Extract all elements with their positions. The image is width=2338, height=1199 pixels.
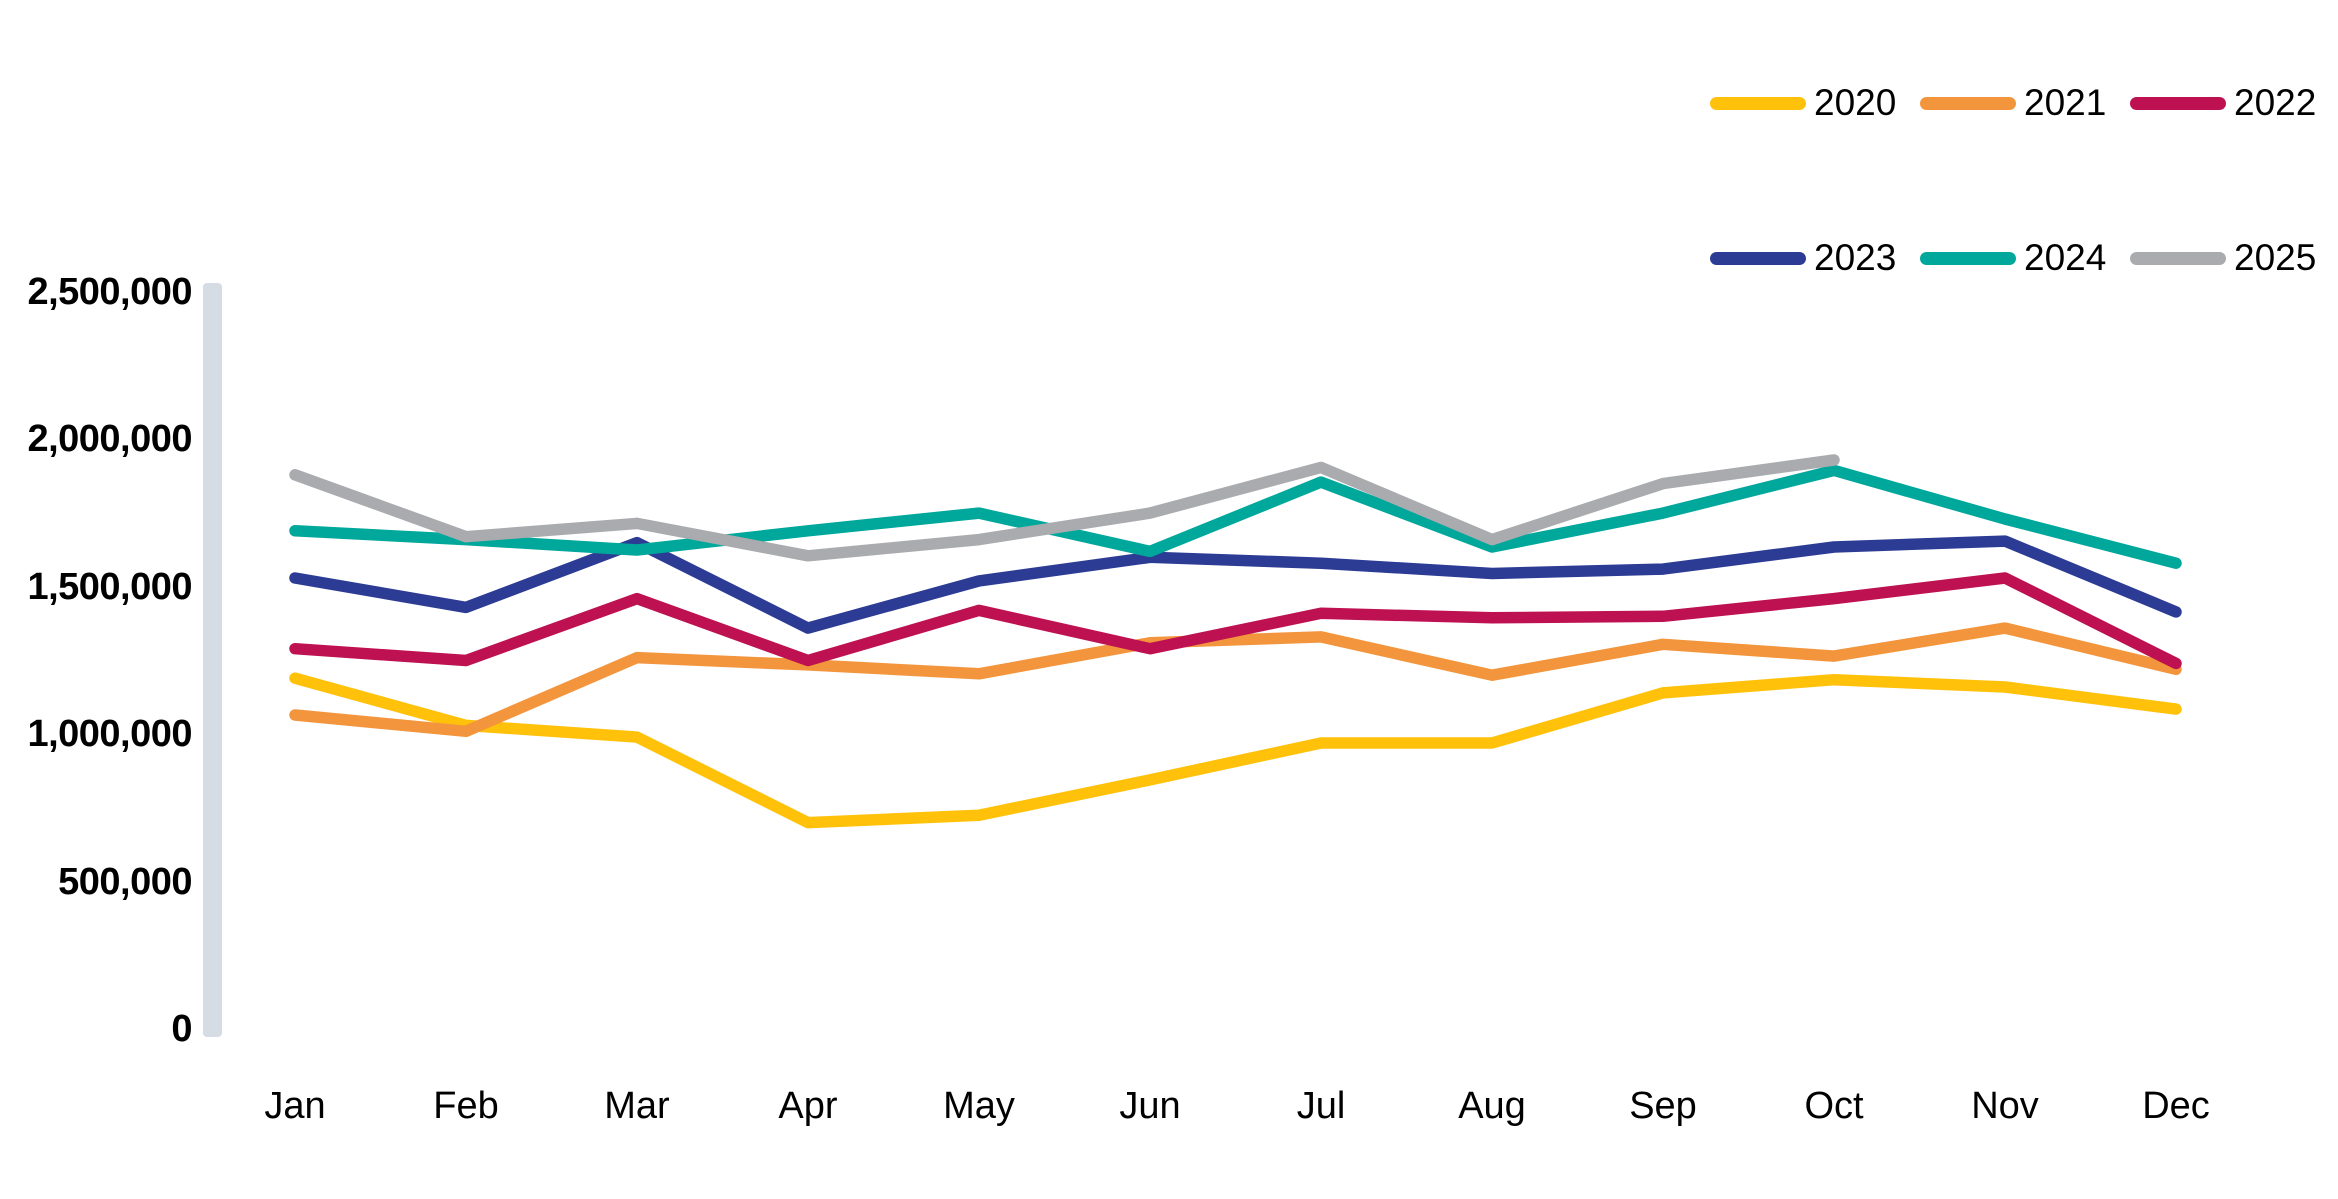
y-axis-label-2500000: 2,500,000 bbox=[27, 271, 192, 313]
legend-item-2020[interactable]: 2020 bbox=[1710, 81, 1920, 125]
y-axis-label-500000: 500,000 bbox=[58, 860, 192, 903]
y-axis-label-1000000: 1,000,000 bbox=[27, 713, 192, 756]
x-axis-label-oct: Oct bbox=[1804, 1085, 1864, 1127]
legend-row-1: 2020 2021 2022 bbox=[1710, 81, 2338, 125]
y-axis-band bbox=[203, 283, 222, 1037]
x-axis-label-aug: Aug bbox=[1458, 1085, 1526, 1127]
x-axis-label-mar: Mar bbox=[604, 1085, 670, 1127]
legend-label-2022: 2022 bbox=[2234, 82, 2317, 123]
legend-swatch-2025 bbox=[2130, 251, 2226, 265]
legend-label-2025: 2025 bbox=[2234, 237, 2317, 278]
y-axis-label-2000000: 2,000,000 bbox=[27, 418, 192, 461]
series-line-2022 bbox=[289, 572, 2182, 670]
legend-swatch-2024 bbox=[1920, 251, 2016, 265]
series-line-2024 bbox=[289, 464, 2182, 569]
legend-swatch-2020 bbox=[1710, 96, 1806, 110]
x-axis-label-jul: Jul bbox=[1296, 1085, 1346, 1127]
x-axis-label-sep: Sep bbox=[1629, 1085, 1697, 1127]
legend-item-2021[interactable]: 2021 bbox=[1920, 81, 2130, 125]
series-line-2025 bbox=[289, 454, 1840, 562]
legend-label-2020: 2020 bbox=[1814, 82, 1897, 123]
legend-swatch-2023 bbox=[1710, 251, 1806, 265]
legend-item-2024[interactable]: 2024 bbox=[1920, 236, 2130, 280]
x-axis-label-jan: Jan bbox=[264, 1085, 326, 1127]
legend-swatch-2022 bbox=[2130, 96, 2226, 110]
legend-item-2025[interactable]: 2025 bbox=[2130, 236, 2338, 280]
legend-label-2024: 2024 bbox=[2024, 237, 2107, 278]
series-line-2021 bbox=[289, 622, 2182, 738]
y-axis-label-0: 0 bbox=[171, 1008, 192, 1050]
x-axis-label-feb: Feb bbox=[433, 1085, 499, 1127]
x-axis-label-nov: Nov bbox=[1971, 1085, 2039, 1127]
legend-label-2021: 2021 bbox=[2024, 82, 2107, 123]
x-axis-label-jun: Jun bbox=[1119, 1085, 1181, 1127]
y-axis-label-1500000: 1,500,000 bbox=[27, 565, 192, 608]
x-axis-label-dec: Dec bbox=[2142, 1085, 2210, 1127]
legend-swatch-2021 bbox=[1920, 96, 2016, 110]
legend-row-2: 2023 2024 2025 bbox=[1710, 236, 2338, 280]
series-line-2020 bbox=[289, 672, 2182, 829]
legend-label-2023: 2023 bbox=[1814, 237, 1897, 278]
x-axis-label-may: May bbox=[943, 1085, 1015, 1127]
legend-item-2022[interactable]: 2022 bbox=[2130, 81, 2338, 125]
legend-item-2023[interactable]: 2023 bbox=[1710, 236, 1920, 280]
x-axis-label-apr: Apr bbox=[778, 1085, 838, 1127]
